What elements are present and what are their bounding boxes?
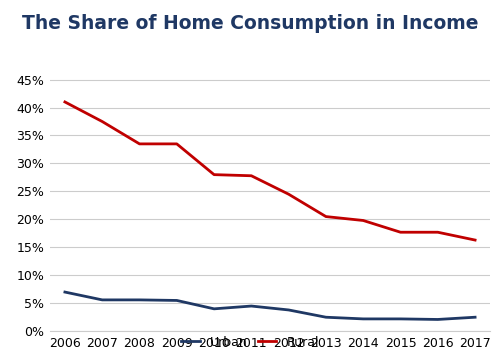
Rural [360, 218, 366, 222]
Rural [174, 142, 180, 146]
Rural [286, 192, 292, 196]
Urban [174, 298, 180, 303]
Urban [472, 315, 478, 319]
Urban [398, 317, 404, 321]
Rural [472, 238, 478, 242]
Line: Rural: Rural [65, 102, 475, 240]
Rural [248, 174, 254, 178]
Rural [211, 172, 217, 177]
Legend: Urban, Rural: Urban, Rural [176, 331, 324, 354]
Urban [62, 290, 68, 294]
Rural [99, 120, 105, 124]
Urban [248, 304, 254, 308]
Urban [211, 307, 217, 311]
Urban [435, 317, 441, 321]
Urban [99, 298, 105, 302]
Rural [435, 230, 441, 234]
Urban [136, 298, 142, 302]
Rural [62, 100, 68, 104]
Urban [286, 308, 292, 312]
Rural [398, 230, 404, 234]
Rural [323, 215, 329, 219]
Urban [360, 317, 366, 321]
Line: Urban: Urban [65, 292, 475, 319]
Text: The Share of Home Consumption in Income: The Share of Home Consumption in Income [22, 14, 478, 33]
Rural [136, 142, 142, 146]
Urban [323, 315, 329, 319]
